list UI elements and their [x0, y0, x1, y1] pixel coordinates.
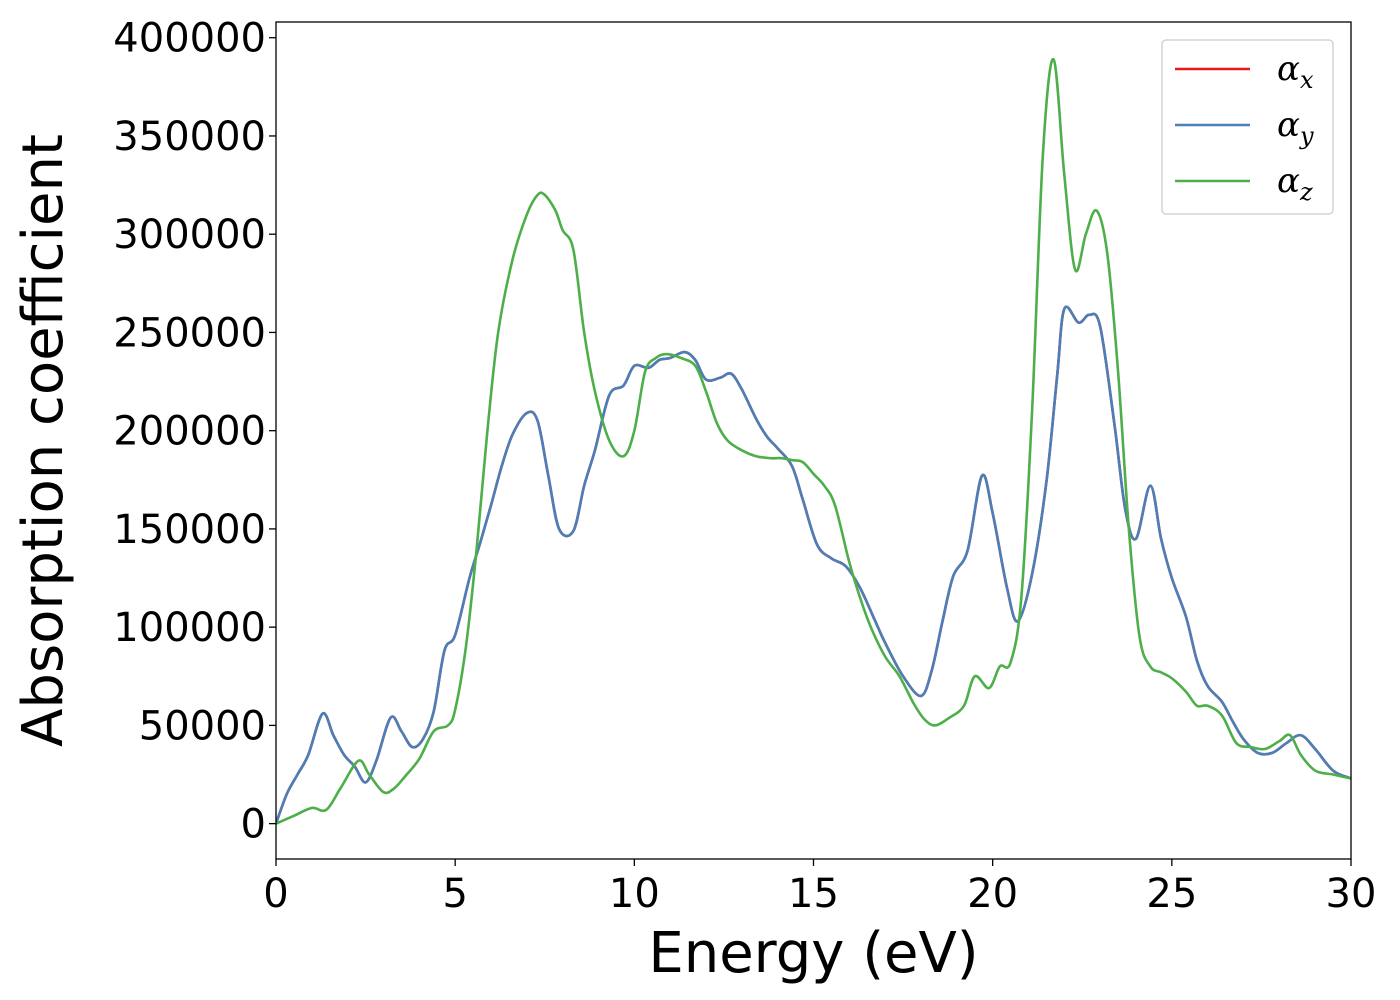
- y-tick-label: 250000: [113, 310, 266, 356]
- x-axis-title: Energy (eV): [648, 921, 978, 986]
- x-tick-label: 15: [788, 871, 839, 917]
- y-tick-label: 350000: [113, 114, 266, 160]
- x-tick-label: 20: [967, 871, 1018, 917]
- x-tick-label: 10: [609, 871, 660, 917]
- series-lines: [276, 58, 1351, 825]
- x-tick-label: 30: [1326, 871, 1377, 917]
- legend-symbol: α: [1277, 49, 1300, 89]
- legend-box: [1161, 39, 1334, 215]
- legend-subscript: y: [1299, 122, 1314, 150]
- y-tick-label: 50000: [139, 703, 266, 749]
- legend-label-y: αy: [1277, 105, 1314, 150]
- y-tick-label: 200000: [113, 409, 266, 455]
- legend-subscript: z: [1299, 178, 1313, 206]
- y-tick-label: 150000: [113, 507, 266, 553]
- x-tick-label: 5: [442, 871, 467, 917]
- legend-subscript: x: [1300, 66, 1314, 94]
- y-axis-title: Absorption coefficient: [11, 134, 76, 747]
- series-line-x: [276, 305, 1351, 825]
- legend-symbol: α: [1277, 161, 1300, 201]
- legend-symbol: α: [1277, 105, 1300, 145]
- x-tick-label: 0: [263, 871, 288, 917]
- y-tick-label: 300000: [113, 212, 266, 258]
- axis-ticks: 0 5 10 15 20 25 30 0 50000 100000 150000 200000 2500…: [113, 16, 1376, 917]
- y-tick-label: 400000: [113, 16, 266, 62]
- y-tick-label: 100000: [113, 605, 266, 651]
- series-line-z: [276, 58, 1351, 825]
- plot-frame: [275, 21, 1352, 860]
- legend-label-x: αx: [1277, 49, 1314, 94]
- x-tick-label: 25: [1146, 871, 1197, 917]
- y-tick-label: 0: [241, 802, 266, 848]
- series-line-y: [276, 305, 1351, 825]
- legend-label-z: αz: [1277, 161, 1313, 206]
